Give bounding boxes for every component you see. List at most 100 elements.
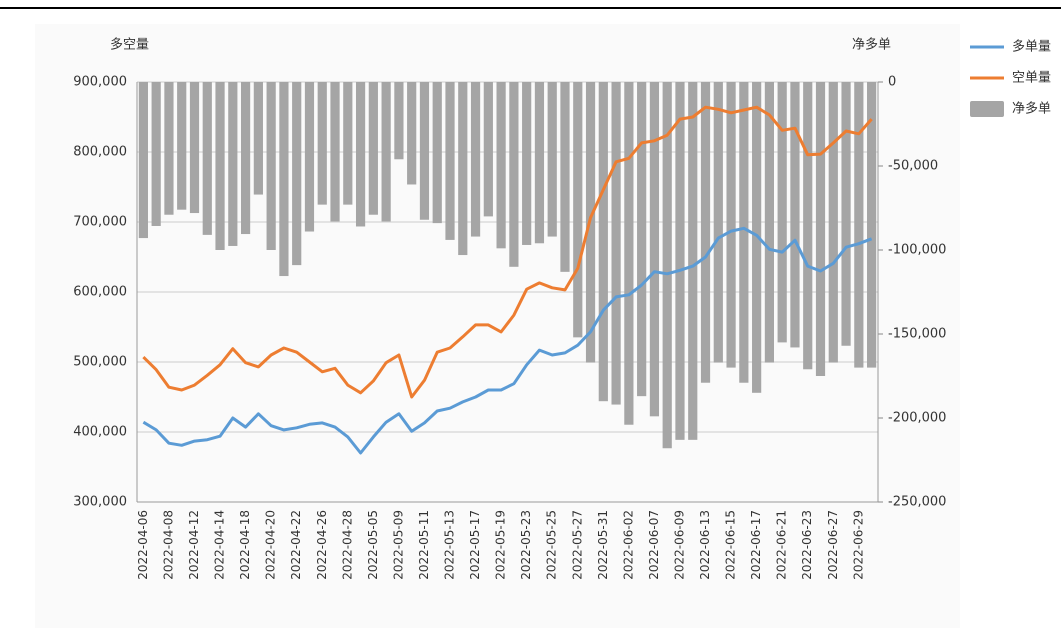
bar <box>266 82 276 250</box>
bar <box>624 82 634 425</box>
bar <box>573 82 583 338</box>
bar <box>611 82 621 405</box>
x-tick-label: 2022-05-13 <box>443 510 457 580</box>
bar <box>662 82 672 449</box>
bar <box>841 82 851 346</box>
x-tick-label: 2022-06-29 <box>851 510 865 580</box>
x-tick-label: 2022-05-31 <box>596 510 610 580</box>
bar <box>496 82 506 249</box>
bar <box>368 82 378 215</box>
bar <box>215 82 225 250</box>
x-tick-label: 2022-04-06 <box>136 510 150 580</box>
bar <box>483 82 493 217</box>
y-tick-label: 900,000 <box>73 75 127 90</box>
x-tick-label: 2022-06-15 <box>724 510 738 580</box>
x-tick-label: 2022-05-23 <box>519 510 533 580</box>
bar <box>151 82 161 226</box>
bar <box>138 82 148 239</box>
y-axis-title: 多空量 <box>110 37 149 53</box>
legend-label: 空单量 <box>1012 71 1051 86</box>
bar <box>522 82 532 245</box>
y-tick-label: 600,000 <box>73 285 127 300</box>
bar <box>164 82 174 215</box>
bar <box>649 82 660 417</box>
x-tick-label: 2022-05-27 <box>570 510 584 580</box>
x-tick-label: 2022-06-23 <box>800 510 814 580</box>
x-tick-label: 2022-05-05 <box>366 510 380 580</box>
x-tick-label: 2022-04-12 <box>187 510 201 580</box>
x-tick-label: 2022-04-20 <box>264 510 278 580</box>
x-tick-label: 2022-05-11 <box>417 510 431 580</box>
bar <box>713 82 723 363</box>
legend-swatch <box>970 101 1004 117</box>
bar <box>432 82 442 224</box>
y2-tick-label: -150,000 <box>888 327 946 342</box>
bar <box>598 82 608 402</box>
line <box>142 105 873 399</box>
bar <box>445 82 455 240</box>
y-tick-label: 300,000 <box>73 495 127 510</box>
x-tick-label: 2022-06-09 <box>672 510 686 580</box>
bar <box>381 82 391 222</box>
bar <box>355 82 366 227</box>
bar <box>790 82 800 348</box>
y-tick-label: 500,000 <box>73 355 127 370</box>
bar <box>240 82 251 235</box>
bar <box>202 82 212 235</box>
y2-axis-title: 净多单 <box>852 37 891 53</box>
y2-tick-label: -100,000 <box>888 243 946 258</box>
bar <box>304 82 315 232</box>
bar <box>777 82 787 343</box>
y2-tick-label: 0 <box>888 75 896 90</box>
legend-label: 净多单 <box>1012 101 1051 117</box>
x-tick-label: 2022-06-17 <box>749 510 763 580</box>
y-tick-label: 400,000 <box>73 425 127 440</box>
bar <box>803 82 813 370</box>
line <box>142 226 873 455</box>
bar <box>815 82 826 376</box>
bar <box>764 82 775 363</box>
bar <box>534 82 545 244</box>
bar <box>189 82 200 214</box>
bar <box>739 82 749 383</box>
bar <box>509 82 519 267</box>
x-tick-label: 2022-06-13 <box>698 510 712 580</box>
bar <box>419 82 430 220</box>
x-tick-label: 2022-05-17 <box>468 510 482 580</box>
bar <box>637 82 647 397</box>
bar <box>675 82 685 440</box>
x-tick-label: 2022-05-19 <box>494 510 508 580</box>
bar <box>854 82 864 368</box>
bar <box>343 82 353 205</box>
x-tick-label: 2022-04-18 <box>238 510 252 580</box>
bar <box>547 82 557 237</box>
x-tick-label: 2022-06-21 <box>775 510 789 580</box>
x-tick-label: 2022-04-26 <box>315 510 329 580</box>
x-tick-label: 2022-06-02 <box>621 510 635 580</box>
x-tick-label: 2022-05-09 <box>391 510 405 580</box>
x-tick-label: 2022-04-08 <box>161 510 175 580</box>
bar <box>867 82 877 368</box>
bar <box>253 82 263 195</box>
bar <box>177 82 187 210</box>
x-tick-label: 2022-05-25 <box>545 510 559 580</box>
bar <box>279 82 289 277</box>
x-tick-label: 2022-04-28 <box>340 510 354 580</box>
x-tick-label: 2022-06-27 <box>826 510 840 580</box>
y2-tick-label: -50,000 <box>888 159 938 174</box>
y2-tick-label: -250,000 <box>888 495 946 510</box>
y2-tick-label: -200,000 <box>888 411 946 426</box>
bar <box>828 82 838 363</box>
bar <box>330 82 340 222</box>
bar <box>470 82 481 237</box>
y-tick-label: 700,000 <box>73 215 127 230</box>
bar <box>688 82 698 440</box>
x-tick-label: 2022-04-22 <box>289 510 303 580</box>
bar <box>394 82 404 160</box>
bar <box>228 82 238 246</box>
bar <box>317 82 327 205</box>
bar <box>700 82 711 383</box>
bar <box>726 82 736 368</box>
y-tick-label: 800,000 <box>73 145 127 160</box>
